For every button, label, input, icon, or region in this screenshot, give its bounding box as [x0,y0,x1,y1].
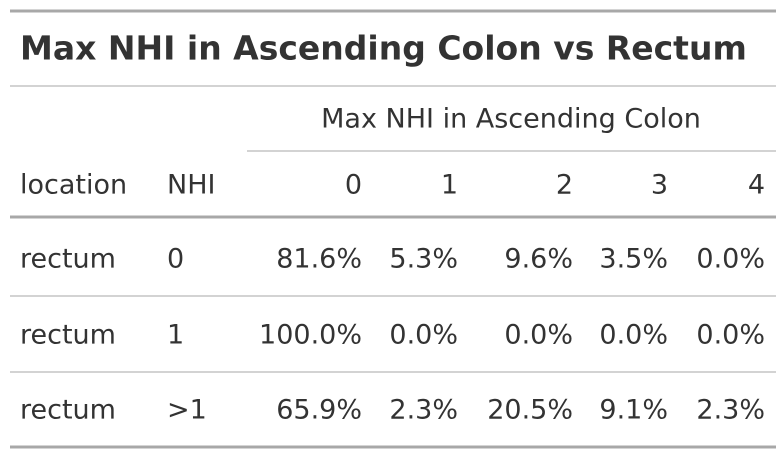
row-label: 1 [167,320,184,351]
column-header: 1 [441,170,458,201]
column-header: location [20,170,127,201]
column-header: NHI [167,170,215,201]
cell-value: 5.3% [389,244,458,275]
column-header: 4 [748,170,765,201]
cell-value: 81.6% [276,244,362,275]
column-header: 3 [651,170,668,201]
row-label: rectum [20,244,116,275]
row-label: 0 [167,244,184,275]
cell-value: 0.0% [696,320,765,351]
cell-value: 65.9% [276,395,362,426]
spanner-label: Max NHI in Ascending Colon [321,104,701,135]
row-label: rectum [20,320,116,351]
cell-value: 0.0% [504,320,573,351]
cell-value: 0.0% [599,320,668,351]
row-label: >1 [167,395,207,426]
cell-value: 9.1% [599,395,668,426]
cell-value: 9.6% [504,244,573,275]
row-label: rectum [20,395,116,426]
table-title: Max NHI in Ascending Colon vs Rectum [20,29,747,68]
cell-value: 2.3% [696,395,765,426]
cell-value: 20.5% [487,395,573,426]
cell-value: 100.0% [259,320,362,351]
column-header: 0 [345,170,362,201]
cell-value: 2.3% [389,395,458,426]
cell-value: 0.0% [696,244,765,275]
column-header: 2 [556,170,573,201]
cell-value: 3.5% [599,244,668,275]
cell-value: 0.0% [389,320,458,351]
